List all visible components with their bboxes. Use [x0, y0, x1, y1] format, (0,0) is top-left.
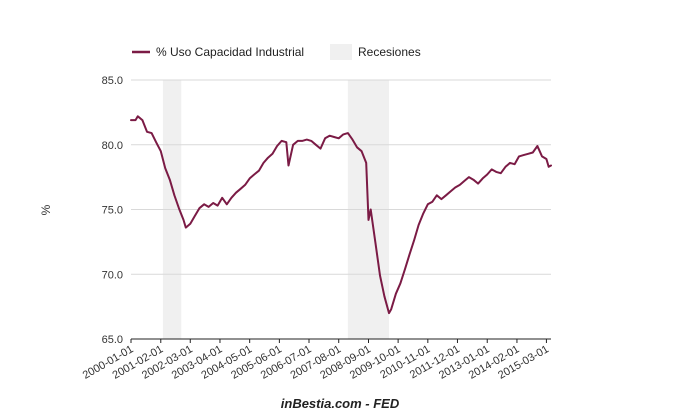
y-tick-label: 75.0 — [102, 205, 123, 217]
legend: % Uso Capacidad Industrial Recesiones — [132, 44, 421, 60]
series-line — [130, 115, 552, 315]
y-tick-label: 70.0 — [102, 269, 123, 281]
series-layer — [130, 115, 552, 315]
axes: 2000-01-012001-02-012002-03-012003-04-01… — [81, 338, 551, 382]
gridlines: 85.0 80.0 75.0 70.0 65.0 — [102, 75, 551, 346]
legend-recession-swatch — [330, 44, 352, 60]
source-credit: inBestia.com - FED — [281, 396, 400, 411]
y-tick-label: 80.0 — [102, 140, 123, 152]
legend-recession-label: Recesiones — [358, 45, 421, 59]
y-axis-label: % — [39, 204, 53, 215]
y-tick-label: 85.0 — [102, 75, 123, 87]
legend-series-label: % Uso Capacidad Industrial — [156, 45, 304, 59]
y-tick-label: 65.0 — [102, 334, 123, 346]
